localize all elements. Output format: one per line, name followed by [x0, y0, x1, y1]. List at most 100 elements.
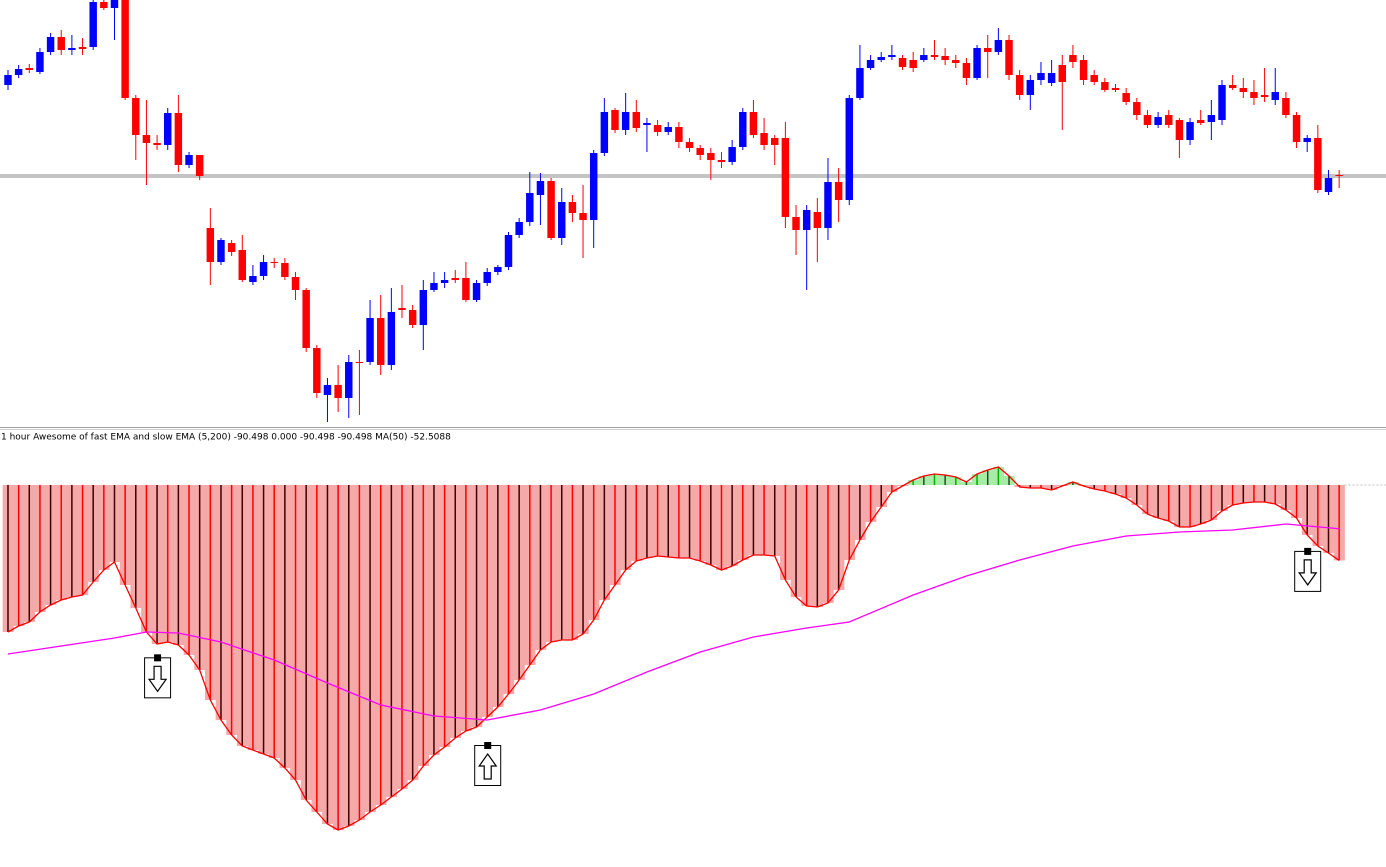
ma-line — [7, 523, 1340, 721]
candle-body — [313, 348, 321, 393]
candle-body — [185, 155, 193, 165]
candle-body — [675, 127, 683, 142]
candle-body — [952, 60, 960, 63]
candle-body — [419, 290, 428, 325]
candle-body — [1037, 73, 1045, 80]
candle-body — [930, 55, 939, 57]
candle-body — [920, 55, 928, 60]
candle-body — [962, 63, 971, 78]
candle-body — [291, 277, 300, 290]
candle-body — [781, 138, 790, 217]
candle-body — [1111, 88, 1120, 90]
candle-body — [398, 308, 406, 310]
candle-body — [323, 385, 332, 395]
candle-body — [643, 123, 651, 125]
signal-dot — [154, 654, 162, 662]
candle-body — [621, 112, 630, 130]
candle-body — [163, 113, 172, 145]
candle-body — [1250, 92, 1258, 98]
candle-body — [1079, 60, 1088, 80]
candle-body — [856, 68, 864, 98]
sell-signal — [1294, 547, 1322, 592]
candle-body — [1271, 92, 1279, 100]
buy-signal — [474, 742, 502, 786]
candle-body — [1101, 82, 1109, 90]
candle-body — [568, 202, 577, 213]
candle-body — [334, 385, 342, 398]
candle-body — [227, 243, 236, 252]
candle-body — [1314, 138, 1322, 190]
candle-body — [536, 181, 545, 195]
candle-body — [632, 112, 641, 128]
candle-body — [238, 250, 246, 280]
candle-body — [376, 318, 385, 365]
candle-body — [281, 263, 289, 277]
candle-body — [728, 147, 736, 162]
candle-body — [1005, 40, 1013, 75]
candle-body — [792, 217, 800, 230]
signal-arrow — [478, 752, 498, 780]
candle-body — [1090, 75, 1098, 82]
candle-body — [504, 235, 513, 267]
candle-body — [408, 310, 417, 325]
candle-body — [1207, 115, 1216, 122]
candle-body — [46, 37, 55, 52]
candle-body — [494, 267, 502, 272]
candle-body — [345, 362, 353, 398]
candle-body — [579, 213, 587, 220]
candle-body — [440, 280, 449, 283]
candle-body — [802, 210, 811, 230]
candle-body — [1196, 120, 1205, 123]
candle-body — [526, 193, 534, 222]
candle-body — [1058, 65, 1066, 82]
candle-body — [1303, 138, 1311, 142]
candle-body — [259, 262, 268, 276]
candle-body — [1026, 80, 1035, 95]
candle-body — [1175, 120, 1184, 140]
candle-body — [707, 153, 715, 160]
candle-body — [430, 283, 438, 290]
candle-body — [941, 56, 949, 60]
candle-body — [483, 272, 491, 283]
indicator-title: 1 hour Awesome of fast EMA and slow EMA … — [1, 433, 451, 443]
candle-body — [898, 58, 907, 67]
candle-body — [1186, 122, 1194, 140]
candle-body — [302, 290, 310, 348]
candle-body — [1154, 117, 1162, 125]
candle-body — [845, 98, 854, 200]
candle-body — [973, 48, 981, 78]
candle-body — [1218, 85, 1226, 120]
candle-body — [1335, 175, 1343, 176]
signal-dot — [1304, 547, 1312, 555]
candle-body — [994, 40, 1003, 52]
candle-body — [760, 133, 768, 145]
candle-body — [600, 112, 609, 153]
candle-body — [771, 138, 779, 145]
signal-arrow — [147, 665, 168, 693]
candle-body — [472, 283, 481, 300]
candle-body — [4, 75, 12, 85]
candle-body — [195, 155, 204, 176]
candle-body — [547, 181, 555, 238]
candle-body — [685, 142, 694, 148]
candle-body — [739, 112, 747, 147]
candle-body — [866, 60, 875, 68]
candle-body — [174, 113, 183, 165]
candle-body — [1165, 115, 1173, 125]
candle-body — [1260, 95, 1269, 97]
candle-body — [1015, 75, 1024, 95]
candle-body — [888, 55, 896, 57]
candle-body — [451, 278, 459, 280]
candle-body — [1282, 98, 1290, 115]
candle-body — [78, 47, 87, 49]
candle-body — [1047, 73, 1056, 83]
signal-arrow — [1298, 559, 1318, 586]
candle-body — [110, 0, 119, 8]
candle-body — [611, 110, 619, 130]
candle-body — [1133, 102, 1141, 115]
candle-body — [100, 2, 108, 8]
candle-body — [25, 68, 34, 70]
candle-body — [462, 278, 470, 300]
candle-body — [153, 143, 161, 145]
candle-body — [1228, 85, 1237, 88]
